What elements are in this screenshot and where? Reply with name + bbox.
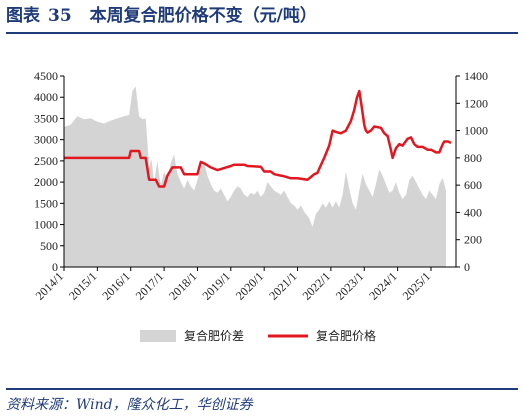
y-left-tick-label: 1000 [34,218,58,232]
legend-label-price: 复合肥价格 [316,328,376,343]
line-layer [64,89,452,188]
chart: 0 500 1000 1500 2000 2500 3000 3500 4000 4500 0 200… [33,69,488,343]
series-line-price [64,89,452,188]
x-tick-label: 2015/1 [66,269,99,302]
y-right-tick-label: 1200 [464,96,488,110]
y-right-tick-label: 200 [464,233,482,247]
y-left-tick-label: 4500 [34,69,58,83]
title-number: 35 [48,6,72,26]
x-tick-label: 2016/1 [99,269,132,302]
series-area-spread [64,86,446,267]
y-left-tick-label: 3000 [34,133,58,147]
legend: 复合肥价差 复合肥价格 [140,328,376,343]
x-tick-label: 2014/1 [33,269,66,302]
title-label: 图表 [6,6,40,26]
x-tick-label: 2022/1 [300,269,333,302]
y-left-tick-label: 4000 [34,90,58,104]
x-tick-label: 2025/1 [400,269,433,302]
x-tick-label: 2017/1 [133,269,166,302]
y-right-tick-label: 400 [464,205,482,219]
y-right-tick-label: 600 [464,178,482,192]
source-note: 资料来源：Wind，隆众化工，华创证券 [6,388,518,414]
y-right-tick-label: 800 [464,151,482,165]
area-layer [64,86,446,267]
y-right-tick-label: 1400 [464,69,488,83]
y-right-tick-label: 0 [464,260,470,274]
y-left-tick-label: 0 [52,260,58,274]
title-text: 本周复合肥价格不变（元/吨） [89,6,317,26]
chart-title: 图表 35 本周复合肥价格不变（元/吨） [6,4,518,34]
y-left-tick-label: 2500 [34,154,58,168]
x-tick-label: 2020/1 [233,269,266,302]
legend-swatch-spread [140,330,176,342]
x-tick-label: 2021/1 [266,269,299,302]
x-tick-label: 2024/1 [366,269,399,302]
x-tick-label: 2019/1 [199,269,232,302]
legend-label-spread: 复合肥价差 [184,328,244,343]
x-tick-label: 2018/1 [166,269,199,302]
x-tick-label: 2023/1 [333,269,366,302]
y-left-tick-label: 3500 [34,111,58,125]
y-left-tick-label: 500 [40,239,58,253]
y-right-tick-label: 1000 [464,124,488,138]
y-left-tick-label: 1500 [34,196,58,210]
y-left-tick-label: 2000 [34,175,58,189]
